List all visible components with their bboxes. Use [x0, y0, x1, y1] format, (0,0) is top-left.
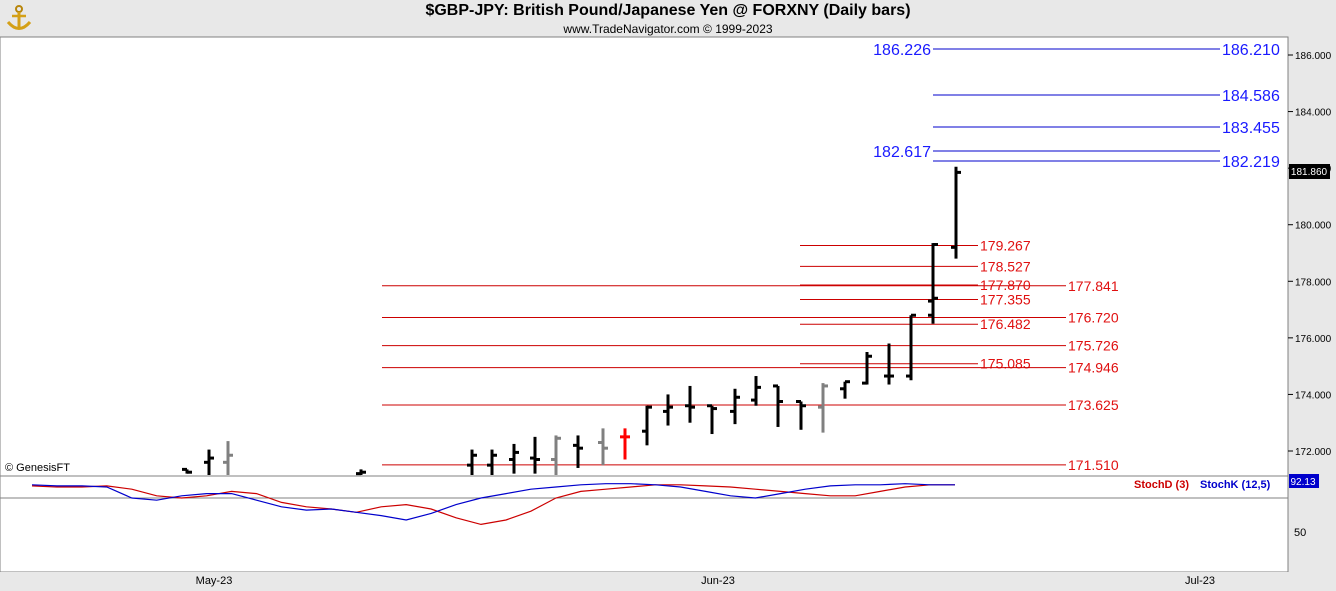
x-label-jul: Jul-23 [1185, 575, 1215, 587]
ohlc-bar [906, 313, 916, 381]
price-tick-label: 184.000 [1295, 108, 1332, 119]
ohlc-bar [730, 388, 740, 425]
ohlc-bar [467, 449, 477, 475]
legend-stochd: StochD (3) [1134, 479, 1189, 491]
ohlc-bar [862, 352, 872, 385]
ohlc-bar [573, 435, 583, 468]
target-label-blue: 184.586 [1222, 88, 1280, 105]
time-axis [0, 572, 1336, 591]
stoch-last-label: 92.13 [1290, 477, 1315, 488]
price-tick-label: 180.000 [1295, 221, 1332, 232]
stochastic-lines [0, 483, 1288, 526]
price-levels: 186.226 186.210 184.586 183.455 182.617 182.2… [382, 42, 1280, 473]
stoch-series-line [31, 483, 955, 521]
ohlc-bar [663, 394, 673, 426]
support-label-red: 175.726 [1068, 338, 1119, 354]
ohlc-bars [182, 166, 961, 476]
last-price-box [1289, 164, 1330, 179]
ohlc-bar [884, 343, 894, 385]
target-label-blue: 182.219 [1222, 154, 1280, 171]
chart-header: $GBP-JPY: British Pound/Japanese Yen @ F… [0, 0, 1336, 37]
ohlc-bar [773, 384, 783, 427]
support-label-red: 173.625 [1068, 397, 1119, 413]
support-label-red: 177.355 [980, 292, 1031, 308]
target-label-blue: 186.210 [1222, 42, 1280, 59]
legend-stochk: StochK (12,5) [1200, 479, 1271, 491]
support-label-red: 174.946 [1068, 360, 1119, 376]
stochastic-pane [0, 475, 1289, 573]
last-price-label: 181.860 [1291, 167, 1328, 178]
stoch-tick-50: 50 [1294, 527, 1306, 539]
target-label-blue: 182.617 [873, 144, 931, 161]
support-label-red: 177.841 [1068, 278, 1119, 294]
ohlc-bar [598, 428, 608, 466]
watermark: © GenesisFT [5, 462, 70, 474]
support-label-red: 178.527 [980, 258, 1031, 274]
stoch-series-line [31, 484, 955, 526]
price-tick-label: 178.000 [1295, 277, 1332, 288]
support-label-red: 179.267 [980, 237, 1031, 253]
chart-subtitle: www.TradeNavigator.com © 1999-2023 [563, 22, 773, 36]
ohlc-bar [551, 435, 561, 475]
price-tick-label: 172.000 [1295, 447, 1332, 458]
ohlc-bar [642, 405, 652, 446]
support-label-red: 176.482 [980, 316, 1031, 332]
ohlc-bar [796, 400, 806, 430]
price-tick-label: 176.000 [1295, 334, 1332, 345]
ohlc-bar [223, 441, 233, 475]
target-label-blue: 183.455 [1222, 120, 1280, 137]
price-tick-label: 186.000 [1295, 51, 1332, 62]
price-pane [0, 36, 1289, 477]
support-label-red: 171.510 [1068, 457, 1119, 473]
x-label-may: May-23 [196, 575, 233, 587]
ohlc-bar [685, 385, 695, 423]
target-label-blue: 186.226 [873, 42, 931, 59]
ohlc-bar [509, 443, 519, 474]
ohlc-bar [530, 436, 540, 474]
ohlc-bar [840, 380, 850, 399]
support-label-red: 175.085 [980, 356, 1031, 372]
ohlc-bar [487, 449, 497, 475]
ohlc-bar [951, 166, 961, 259]
ohlc-bar [620, 428, 630, 460]
ohlc-bar [356, 469, 366, 476]
ohlc-bar [818, 383, 828, 433]
support-label-red: 177.870 [980, 277, 1031, 293]
ohlc-bar [928, 243, 938, 304]
anchor-logo-icon [4, 3, 34, 33]
ohlc-bar [707, 404, 717, 435]
price-tick-label: 174.000 [1295, 390, 1332, 401]
ohlc-bar [182, 467, 192, 474]
support-label-red: 176.720 [1068, 309, 1119, 325]
ohlc-bar [751, 376, 761, 406]
stoch-last-box [1289, 474, 1319, 488]
chart-title: $GBP-JPY: British Pound/Japanese Yen @ F… [425, 2, 911, 19]
ohlc-bar [204, 449, 214, 475]
x-label-jun: Jun-23 [701, 575, 735, 587]
